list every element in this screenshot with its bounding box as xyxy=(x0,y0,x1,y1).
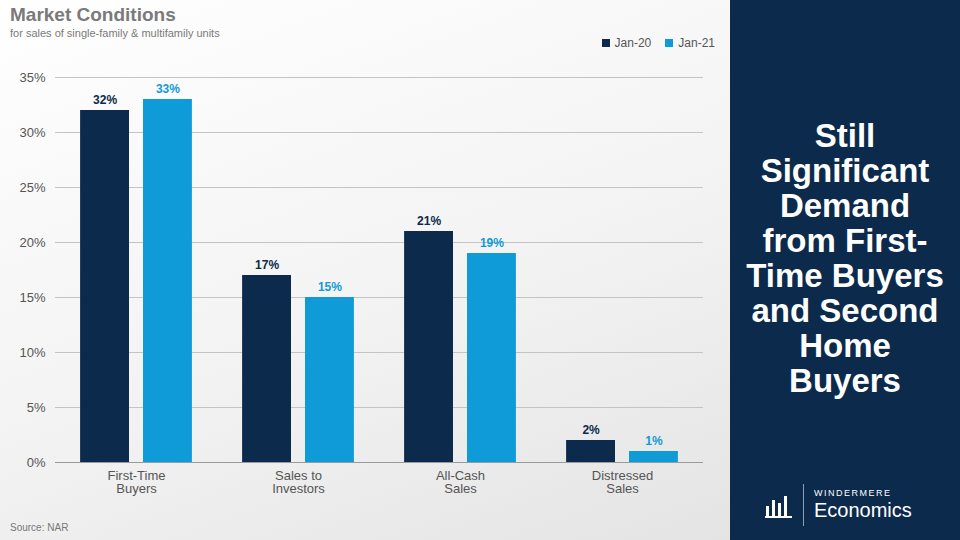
svg-text:10%: 10% xyxy=(19,345,45,360)
html-text:Jan-20: Jan-20 xyxy=(614,36,652,50)
svg-text:17%: 17% xyxy=(255,258,279,272)
svg-text:20%: 20% xyxy=(19,235,45,250)
svg-text:5%: 5% xyxy=(27,400,46,415)
svg-text:30%: 30% xyxy=(19,125,45,140)
html-text:WINDERMERE: WINDERMERE xyxy=(814,488,892,498)
svg-text:33%: 33% xyxy=(156,82,180,96)
svg-text:25%: 25% xyxy=(19,180,45,195)
html-text:Economics: Economics xyxy=(814,499,912,521)
svg-text:0%: 0% xyxy=(27,455,46,470)
svg-text:32%: 32% xyxy=(93,93,117,107)
svg-text:First-TimeBuyers: First-TimeBuyers xyxy=(107,468,165,496)
svg-text:2%: 2% xyxy=(582,423,600,437)
html-text:Source: NAR: Source: NAR xyxy=(10,522,69,533)
html-text:for sales of single-family & m: for sales of single-family & multifamily… xyxy=(10,27,220,39)
html-text:Market Conditions: Market Conditions xyxy=(10,4,176,25)
html-text:Jan-21: Jan-21 xyxy=(678,36,715,50)
svg-text:1%: 1% xyxy=(645,434,663,448)
svg-text:19%: 19% xyxy=(480,236,504,250)
svg-text:Sales toInvestors: Sales toInvestors xyxy=(272,468,325,496)
svg-text:21%: 21% xyxy=(417,214,441,228)
svg-text:35%: 35% xyxy=(19,70,45,85)
svg-text:15%: 15% xyxy=(19,290,45,305)
html-text:Still Significant Demand from: Still Significant Demand from First-Time… xyxy=(746,117,944,399)
svg-text:15%: 15% xyxy=(318,280,342,294)
svg-text:All-CashSales: All-CashSales xyxy=(436,468,485,496)
svg-text:DistressedSales: DistressedSales xyxy=(592,468,653,496)
